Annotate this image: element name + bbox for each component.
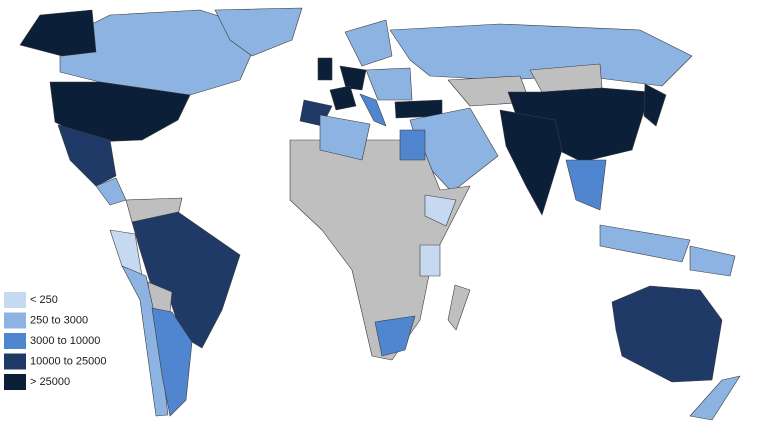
country bbox=[689, 375, 741, 421]
country bbox=[611, 285, 723, 383]
legend-label: 10000 to 25000 bbox=[30, 355, 106, 367]
country bbox=[344, 19, 393, 67]
country bbox=[565, 159, 607, 211]
legend-label: > 25000 bbox=[30, 376, 70, 388]
country bbox=[365, 67, 413, 101]
country bbox=[329, 85, 357, 111]
country bbox=[424, 194, 457, 227]
country bbox=[599, 224, 691, 263]
country bbox=[447, 284, 471, 331]
country bbox=[374, 315, 416, 357]
countries bbox=[19, 7, 741, 421]
country bbox=[399, 129, 426, 161]
country bbox=[689, 245, 736, 277]
country bbox=[389, 23, 693, 87]
country bbox=[214, 7, 303, 57]
country bbox=[59, 9, 263, 96]
country bbox=[49, 81, 191, 143]
legend: < 250 250 to 3000 3000 to 10000 10000 to 25… bbox=[0, 288, 112, 396]
legend-swatch bbox=[4, 374, 26, 390]
country bbox=[319, 114, 371, 161]
legend-label: 3000 to 10000 bbox=[30, 335, 100, 347]
country bbox=[19, 9, 97, 57]
legend-label: 250 to 3000 bbox=[30, 314, 88, 326]
country bbox=[57, 124, 117, 187]
country bbox=[419, 244, 441, 277]
country bbox=[121, 265, 169, 417]
legend-label: < 250 bbox=[30, 294, 58, 306]
country bbox=[359, 93, 387, 127]
legend-swatch bbox=[4, 353, 26, 370]
country bbox=[317, 57, 333, 81]
country bbox=[643, 83, 667, 127]
country bbox=[499, 109, 563, 216]
country bbox=[151, 307, 193, 417]
legend-swatch bbox=[4, 333, 26, 349]
legend-swatch bbox=[4, 312, 26, 329]
country bbox=[339, 65, 367, 91]
legend-swatch bbox=[4, 292, 26, 308]
